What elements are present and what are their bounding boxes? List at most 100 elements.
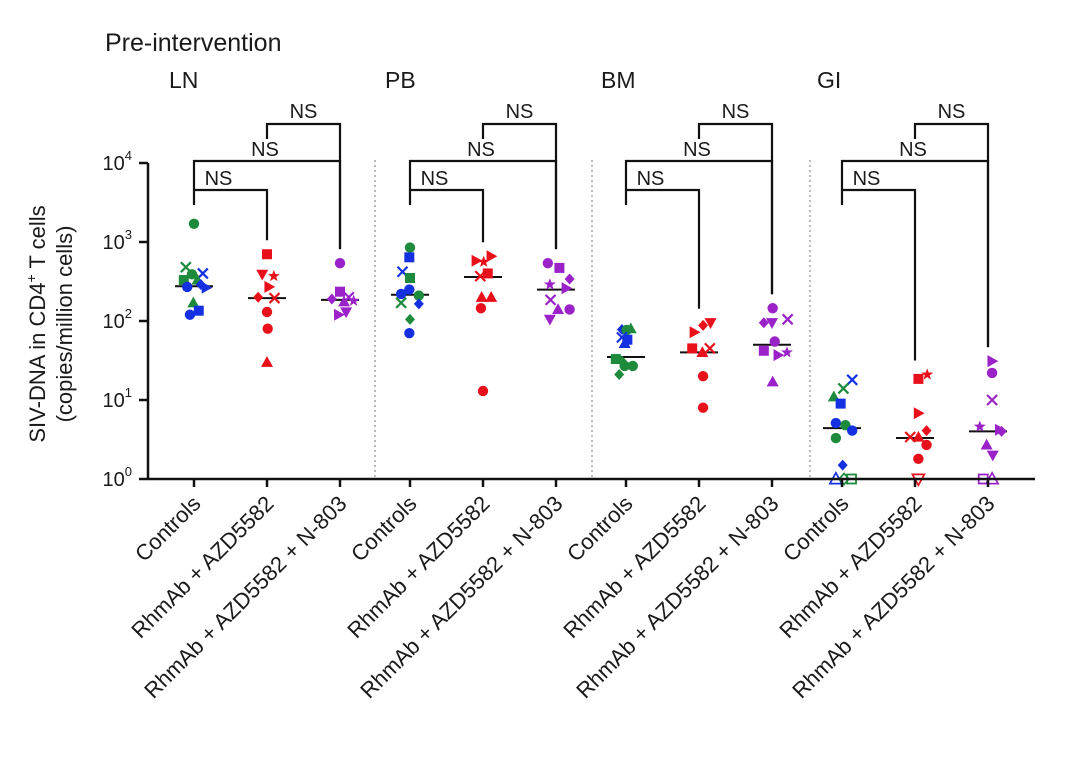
data-point (340, 307, 353, 319)
data-point (187, 296, 200, 308)
significance-label: NS (467, 139, 495, 161)
data-point (264, 280, 276, 293)
panel-bm: BM NS NS NS (601, 67, 794, 413)
y-tick-exponent: 2 (125, 306, 132, 321)
y-tick-base: 10 (103, 311, 125, 333)
x-tick-label: Controls (346, 491, 422, 567)
data-point (618, 337, 631, 349)
data-point (564, 273, 575, 285)
group-controls (391, 242, 429, 339)
x-tick-label: Controls (130, 491, 206, 567)
data-point (188, 218, 200, 229)
data-point (847, 425, 858, 436)
data-point (766, 375, 779, 387)
data-point (564, 304, 575, 315)
data-point (698, 319, 709, 331)
data-point (687, 343, 698, 354)
y-tick-label: 103 (103, 227, 132, 254)
data-point (837, 382, 850, 395)
data-point (256, 269, 269, 281)
panel-label: BM (601, 67, 636, 93)
significance-bracket (265, 122, 342, 250)
data-point (986, 450, 999, 462)
data-point (184, 309, 196, 320)
data-point (486, 250, 498, 263)
data-point (996, 425, 1007, 437)
panel-label: LN (169, 67, 198, 93)
significance-label: NS (290, 101, 318, 123)
y-tick-base: 10 (103, 153, 125, 175)
data-point (201, 281, 213, 294)
significance-label: NS (722, 101, 750, 123)
data-point (913, 453, 924, 465)
y-tick-exponent: 4 (125, 148, 132, 163)
data-point (773, 349, 785, 362)
data-point (767, 303, 778, 314)
group-rhmab-azd5582-n803 (969, 355, 1007, 485)
data-point (781, 313, 794, 326)
y-axis-label-line1: SIV-DNA in CD4+ T cells (23, 205, 50, 442)
data-point (404, 328, 415, 339)
data-point (913, 373, 924, 384)
data-point (758, 317, 769, 329)
data-point (475, 303, 487, 314)
data-point (912, 430, 925, 442)
panel-ln: LN NS NS NS (169, 67, 360, 367)
x-tick-label: RhmAb + AZD5582 (774, 491, 926, 643)
significance-label: NS (421, 168, 449, 190)
data-point (610, 354, 621, 365)
significance-bracket (697, 122, 774, 295)
data-point (262, 323, 273, 334)
data-point (485, 291, 498, 302)
x-tick-label: RhmAb + AZD5582 (126, 491, 278, 643)
group-rhmab-azd5582 (464, 250, 502, 397)
data-point (261, 306, 273, 318)
data-point (404, 284, 415, 295)
data-point (475, 291, 488, 302)
data-point (261, 356, 273, 367)
significance-bracket (408, 188, 485, 243)
significance-label: NS (899, 139, 927, 161)
panel-pb: PB NS NS NS (385, 67, 575, 397)
data-point (554, 262, 565, 273)
data-point (697, 402, 709, 413)
data-point (986, 367, 998, 379)
group-rhmab-azd5582 (680, 318, 718, 413)
data-point (835, 398, 846, 409)
data-point (921, 368, 934, 380)
data-point (178, 275, 189, 286)
data-point (404, 252, 415, 263)
data-point (482, 268, 493, 279)
y-tick-base: 10 (103, 390, 125, 412)
group-rhmab-azd5582-n803 (753, 303, 794, 387)
data-point (474, 270, 487, 282)
data-point (830, 417, 842, 429)
x-tick-label: RhmAb + AZD5582 (342, 491, 494, 643)
data-point (758, 345, 769, 356)
data-point (697, 371, 709, 382)
panel-label: GI (817, 67, 841, 93)
y-tick-exponent: 1 (125, 385, 132, 400)
panels: LN NS NS NS PB NS NS NS BM NS NS NS GI NS NS NS (169, 67, 1007, 487)
y-axis-label-main: SIV-DNA in CD4 (25, 282, 50, 442)
data-point (326, 293, 337, 305)
data-point (405, 273, 415, 284)
x-tick-label: RhmAb + AZD5582 (558, 491, 710, 643)
data-point (921, 439, 932, 451)
data-point (986, 394, 998, 406)
data-point (830, 432, 842, 444)
group-rhmab-azd5582 (248, 249, 286, 367)
group-controls (175, 218, 213, 320)
y-axis-label: SIV-DNA in CD4+ T cells (copies/million … (23, 205, 77, 442)
y-tick-label: 101 (103, 385, 132, 412)
data-point (267, 269, 280, 282)
y-axis-label-tail: T cells (25, 205, 50, 274)
data-point (477, 385, 489, 397)
data-point (543, 314, 556, 326)
data-point (413, 298, 424, 310)
data-point (182, 281, 193, 293)
